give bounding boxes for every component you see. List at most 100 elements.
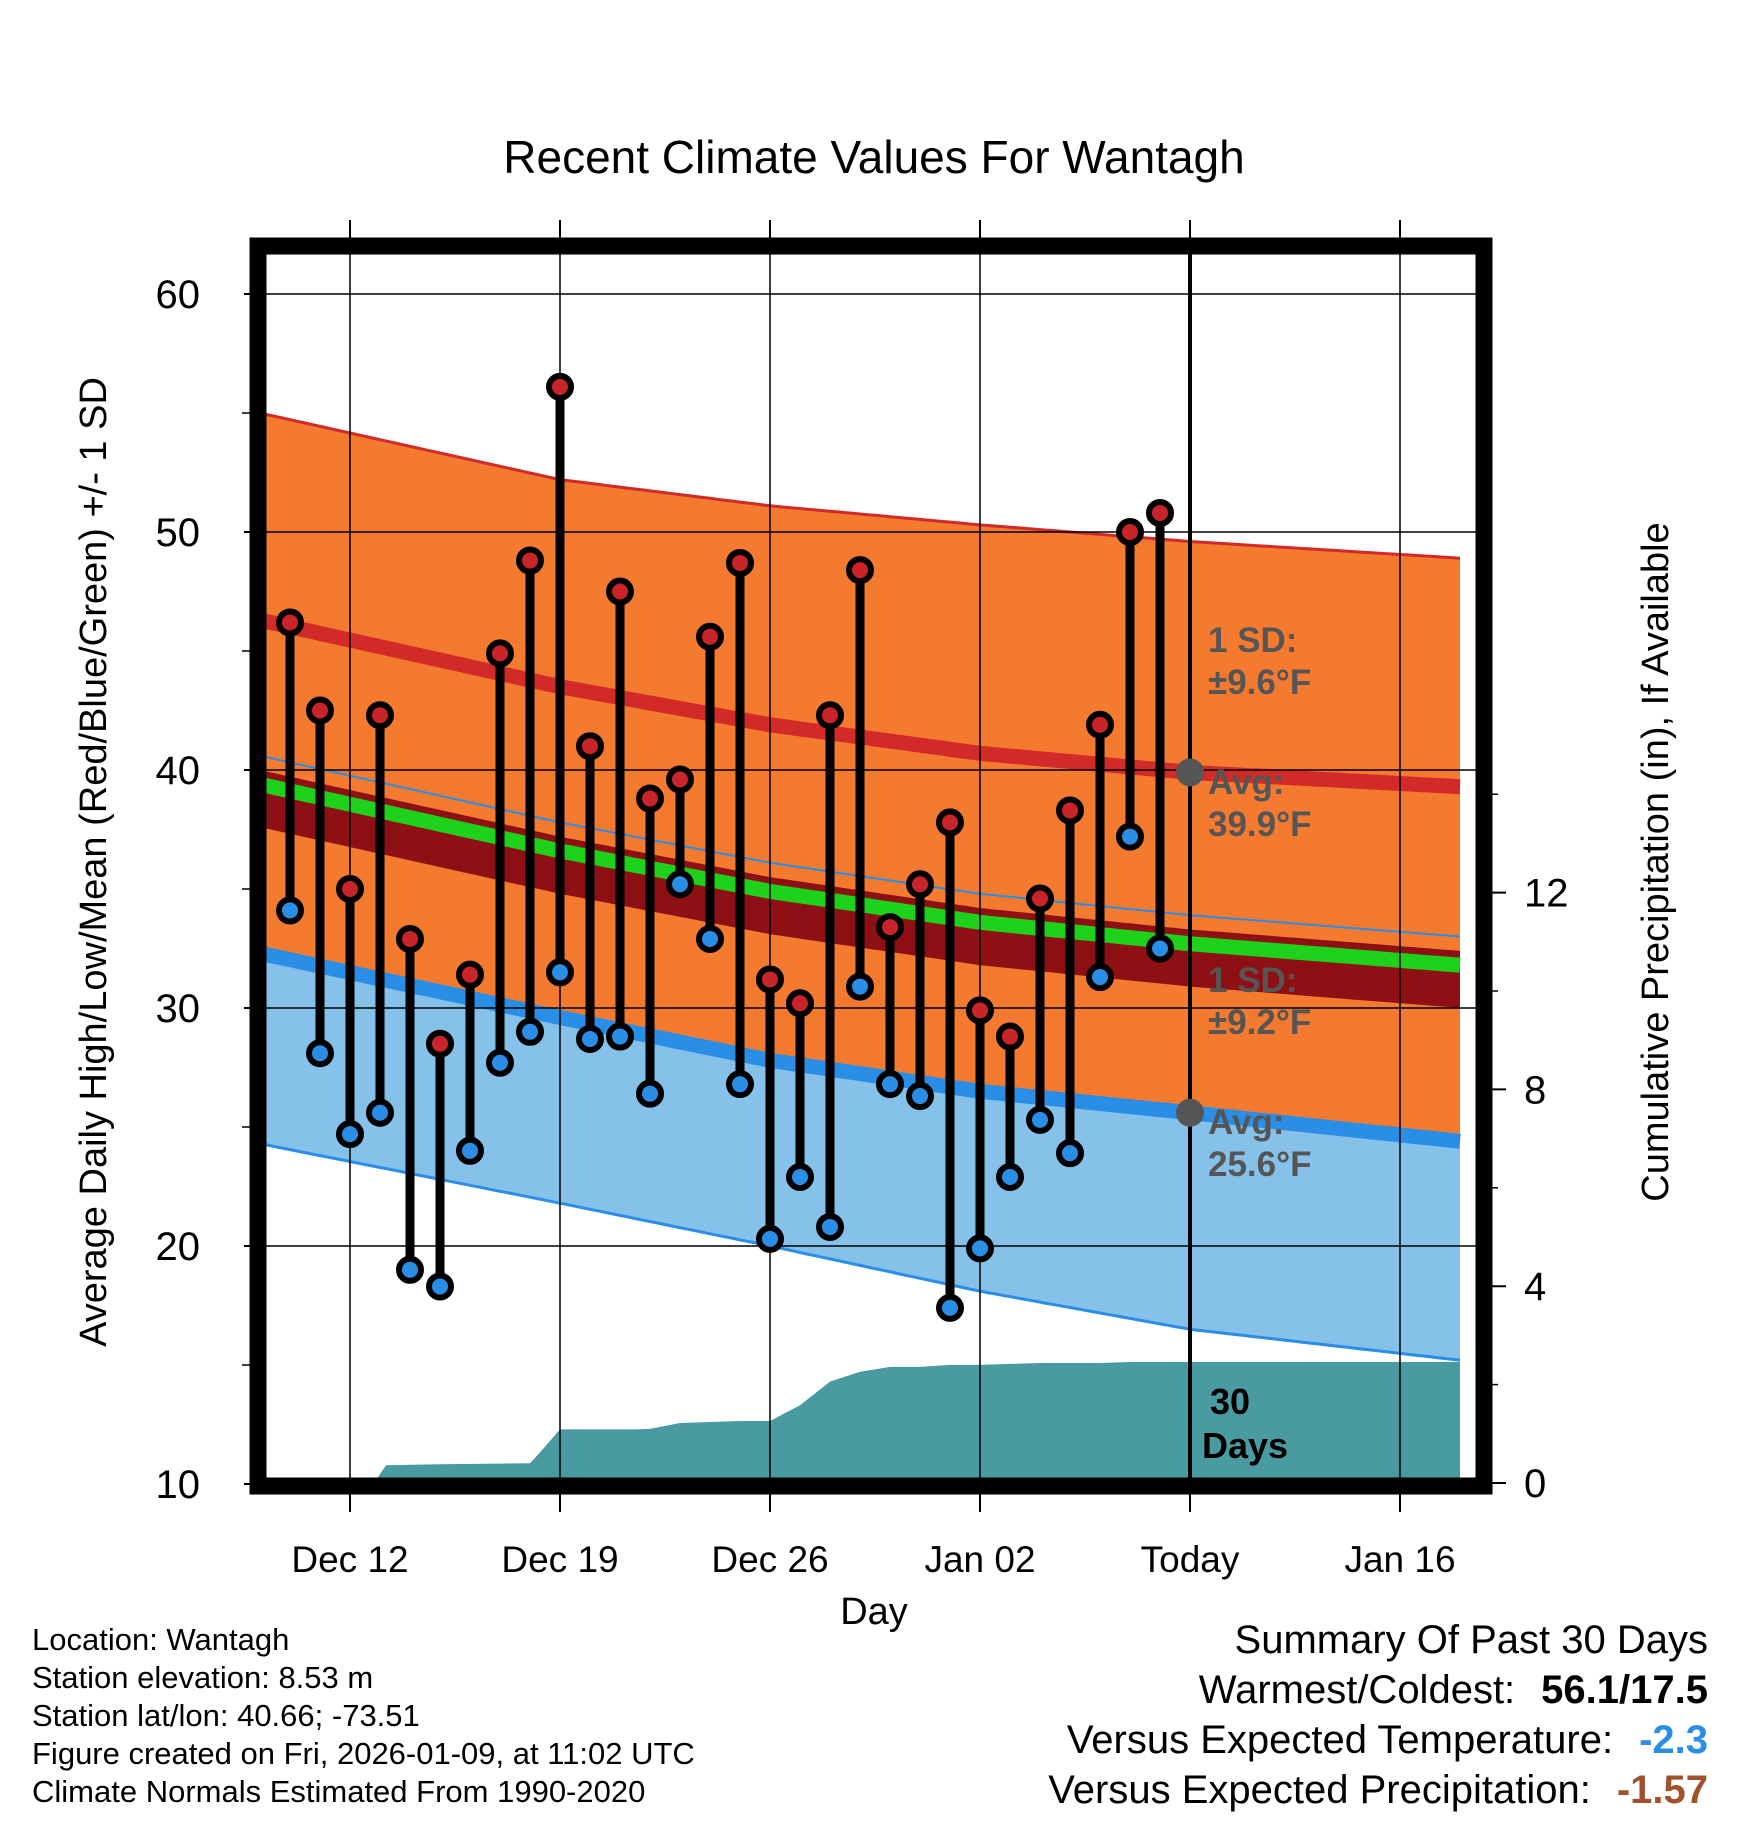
high-avg-value: 39.9°F <box>1208 805 1312 844</box>
y2-tick-label: 4 <box>1524 1265 1546 1309</box>
created-text: Figure created on Fri, 2026-01-09, at 11… <box>32 1736 695 1771</box>
high-point <box>516 546 544 575</box>
high-point <box>696 622 724 651</box>
low-point <box>426 1272 454 1301</box>
low-point <box>336 1120 364 1149</box>
low-lower-line <box>259 1142 1461 1362</box>
normals-text: Climate Normals Estimated From 1990-2020 <box>32 1774 646 1809</box>
low-point <box>936 1293 964 1322</box>
high-point <box>1086 710 1114 739</box>
low-avg-value: 25.6°F <box>1208 1145 1312 1184</box>
y2-axis-label: Cumulative Precipitation (in), If Availa… <box>1635 522 1677 1201</box>
high-point <box>1146 498 1174 527</box>
elevation-text: Station elevation: 8.53 m <box>32 1660 374 1695</box>
high-point <box>426 1029 454 1058</box>
days-word-label: Days <box>1202 1425 1288 1466</box>
high-point <box>636 784 664 813</box>
today-low-avg-marker <box>1176 1098 1204 1127</box>
y-tick-label: 40 <box>156 749 201 793</box>
low-point <box>1026 1105 1054 1134</box>
low-point <box>966 1234 994 1263</box>
low-point <box>756 1224 784 1253</box>
low-point <box>696 924 724 953</box>
temp-diff-label: Versus Expected Temperature: <box>1066 1718 1614 1762</box>
high-point <box>486 639 514 668</box>
high-point <box>606 577 634 606</box>
y2-tick-label: 8 <box>1524 1068 1546 1112</box>
low-sd-value: ±9.2°F <box>1208 1003 1311 1042</box>
x-tick-label: Dec 26 <box>711 1539 828 1580</box>
high-point <box>846 556 874 585</box>
plot-frame <box>249 237 1493 1495</box>
low-point <box>306 1039 334 1068</box>
high-sd-value: ±9.6°F <box>1208 663 1311 702</box>
low-point <box>786 1162 814 1191</box>
high-point <box>906 870 934 899</box>
high-point <box>666 765 694 794</box>
low-point <box>366 1098 394 1127</box>
x-tick-label: Jan 16 <box>1344 1539 1455 1580</box>
latlon-text: Station lat/lon: 40.66; -73.51 <box>32 1698 420 1733</box>
precip-diff-label: Versus Expected Precipitation: <box>1048 1768 1591 1812</box>
y-tick-label: 20 <box>156 1225 201 1269</box>
low-point <box>396 1255 424 1284</box>
low-point <box>1056 1139 1084 1168</box>
high-point <box>366 701 394 730</box>
chart-title: Recent Climate Values For Wantagh <box>503 131 1244 183</box>
low-point <box>636 1079 664 1108</box>
low-point <box>606 1022 634 1051</box>
low-sd-label: 1 SD: <box>1208 961 1297 1000</box>
high-point <box>1056 796 1084 825</box>
x-tick-label: Jan 02 <box>924 1539 1035 1580</box>
low-point <box>846 972 874 1001</box>
warm-cold-value: 56.1/17.5 <box>1541 1668 1708 1712</box>
low-avg-label: Avg: <box>1208 1103 1284 1142</box>
high-upper-line <box>259 411 1461 560</box>
summary-temperature: Versus Expected Temperature: -2.3 <box>1067 1718 1708 1763</box>
low-point <box>666 870 694 899</box>
high-point <box>306 696 334 725</box>
y-axis-label: Average Daily High/Low/Mean (Red/Blue/Gr… <box>73 377 115 1347</box>
x-tick-label: Dec 12 <box>291 1539 408 1580</box>
precip-diff-value: -1.57 <box>1616 1768 1708 1812</box>
high-sd-label: 1 SD: <box>1208 621 1297 660</box>
low-point <box>276 896 304 925</box>
summary-warm-cold: Warmest/Coldest: 56.1/17.5 <box>1199 1668 1708 1713</box>
low-point <box>576 1024 604 1053</box>
low-point <box>816 1212 844 1241</box>
y2-tick-label: 12 <box>1524 872 1569 916</box>
days-count-label: 30 <box>1210 1381 1250 1422</box>
low-point <box>486 1048 514 1077</box>
high-point <box>276 608 304 637</box>
summary-precipitation: Versus Expected Precipitation: -1.57 <box>1048 1768 1708 1813</box>
low-point <box>876 1070 904 1099</box>
high-point <box>936 808 964 837</box>
x-tick-label: Today <box>1141 1539 1240 1580</box>
high-point <box>876 913 904 942</box>
today-high-avg-marker <box>1176 758 1204 787</box>
summary-title: Summary Of Past 30 Days <box>1234 1618 1708 1662</box>
y-tick-label: 10 <box>156 1463 201 1507</box>
high-point <box>1116 518 1144 546</box>
high-point <box>756 965 784 994</box>
high-point <box>576 732 604 761</box>
y-tick-label: 30 <box>156 987 201 1031</box>
temp-diff-value: -2.3 <box>1639 1718 1708 1762</box>
high-point <box>336 875 364 903</box>
low-point <box>516 1017 544 1046</box>
low-point <box>456 1136 484 1165</box>
x-tick-label: Dec 19 <box>501 1539 618 1580</box>
high-point <box>396 924 424 953</box>
low-point <box>996 1162 1024 1191</box>
high-point <box>546 372 574 401</box>
low-point <box>546 958 574 987</box>
y-tick-label: 60 <box>156 273 201 317</box>
x-axis-label: Day <box>840 1591 908 1633</box>
y-tick-label: 50 <box>156 511 201 555</box>
y2-tick-label: 0 <box>1524 1462 1546 1506</box>
low-point <box>1116 822 1144 851</box>
high-point <box>816 701 844 730</box>
high-point <box>786 989 814 1018</box>
